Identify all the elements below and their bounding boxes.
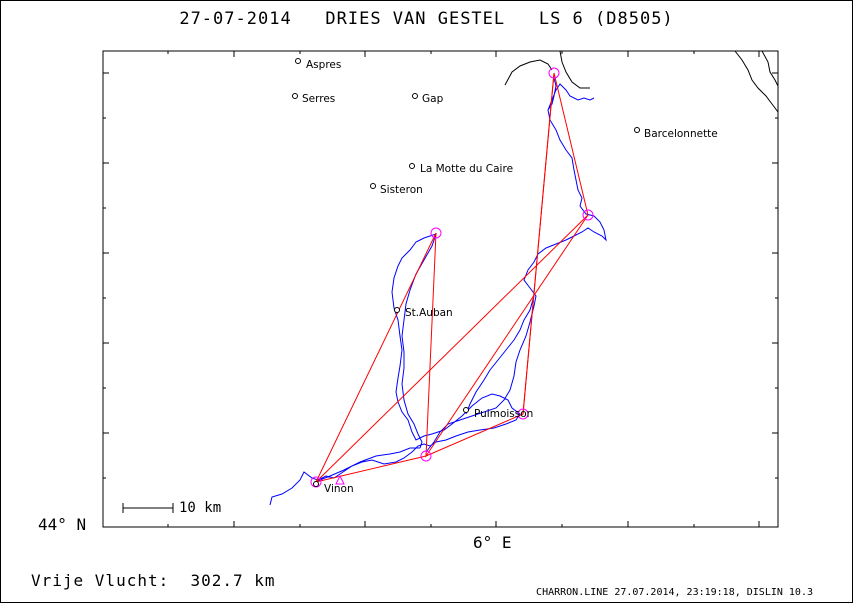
longitude-label: 6° E [473,533,512,552]
town-marker-gap [412,93,418,99]
town-marker-st-auban [394,307,400,313]
town-label: St.Auban [405,307,453,319]
town-marker-serres [292,93,298,99]
town-label: Serres [302,93,336,105]
map-border [102,50,779,528]
border-line [504,50,779,113]
town-markers [292,58,640,487]
turnpoint-5 [420,450,432,462]
town-label: Gap [422,93,444,105]
flight-track [269,77,607,506]
flight-title: 27-07-2014 DRIES VAN GESTEL LS 6 (D8505) [179,9,674,29]
turnpoint-2 [548,67,560,79]
turnpoint-3 [582,209,594,221]
town-marker-la-motte-du-caire [409,163,415,169]
turnpoint-4 [517,408,529,420]
start-marker [335,474,345,485]
distance-text: Vrije Vlucht: 302.7 km [31,571,276,590]
scale-bar [122,503,174,513]
turnpoint-1 [430,227,442,239]
town-marker-aspres [295,58,301,64]
town-label: Vinon [324,483,354,495]
axis-ticks [103,51,778,527]
town-label: Puimoisson [474,408,534,420]
town-label: Aspres [306,59,342,71]
town-label: La Motte du Caire [420,163,514,175]
town-marker-sisteron [370,183,376,189]
town-label: Sisteron [380,184,423,196]
latitude-label: 44° N [38,515,87,534]
town-marker-vinon [313,481,319,487]
scale-label: 10 km [179,500,222,516]
town-label: Barcelonnette [644,128,718,140]
task-line [314,72,589,483]
task-line-2 [522,72,555,415]
town-marker-puimoisson [463,407,469,413]
footer-text: CHARRON.LINE 27.07.2014, 23:19:18, DISLI… [536,587,813,598]
town-marker-barcelonnette [634,127,640,133]
